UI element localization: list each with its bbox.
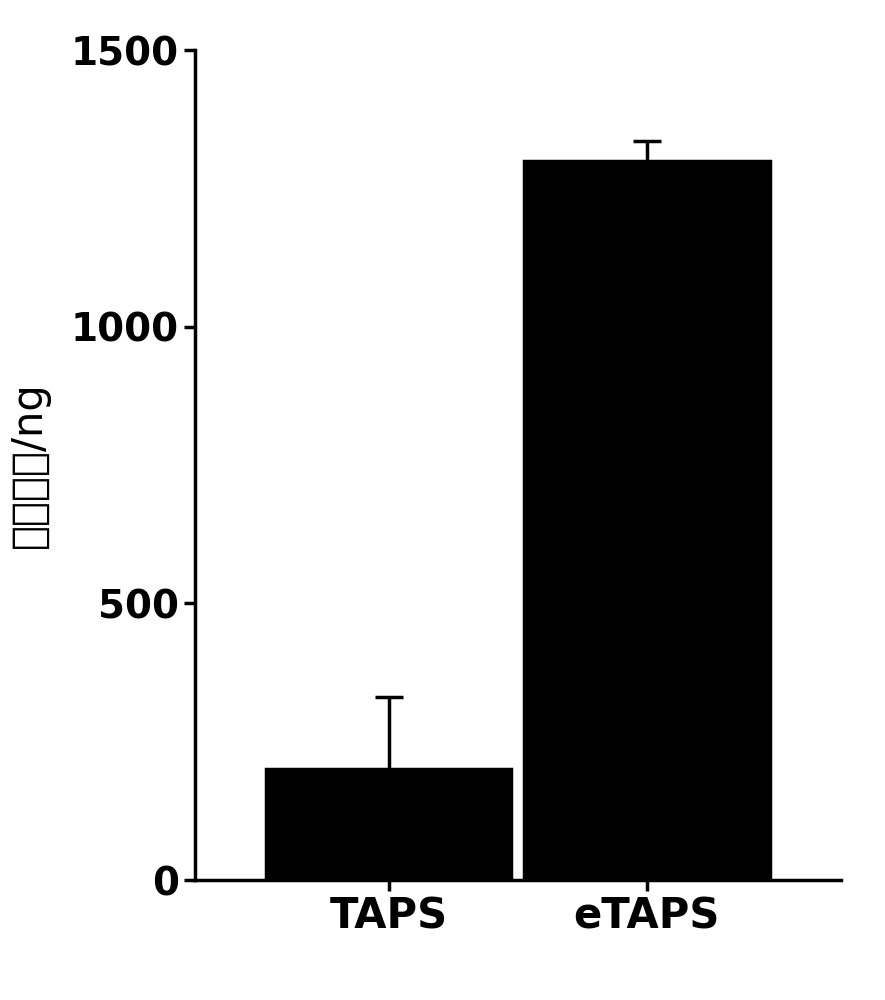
Bar: [524, 161, 770, 880]
Y-axis label: 文库产量/ng: 文库产量/ng: [8, 382, 50, 548]
Bar: [266, 769, 512, 880]
